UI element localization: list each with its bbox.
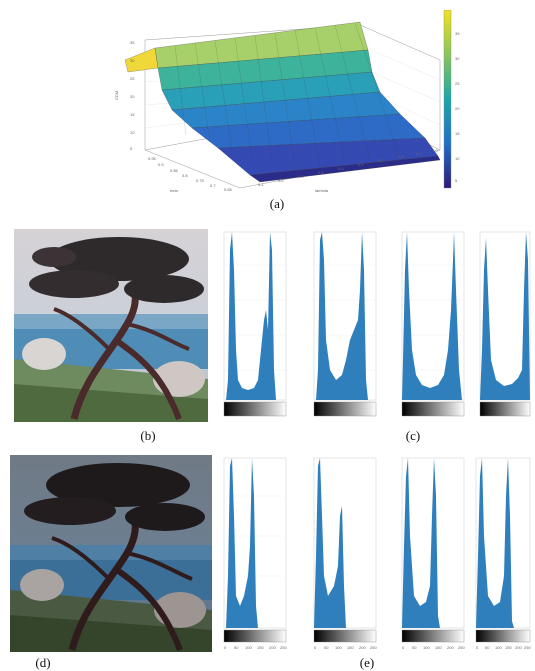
e1-x-ticks: 0 50 100 150 200 250 [224,645,287,650]
x-tick: 250 [458,645,465,650]
z-tick: 15 [130,112,135,117]
x-tick: 0.2 [278,178,284,183]
x-tick: 50 [234,645,239,650]
x-tick: 0 [402,645,405,650]
e4-x-ticks: 0 50 100 150 200 250 [476,645,531,650]
x-tick: 250 [370,645,377,650]
x-tick: 150 [505,645,512,650]
histogram-c1 [223,231,287,417]
x-tick: 0.1 [258,182,264,187]
photo-processed [10,455,212,652]
x-tick: 0 [476,645,479,650]
surface-plot: 35 30 25 20 15 10 5 CDM 0.95 0.9 0.85 0.… [114,10,460,193]
colorbar-tick: 20 [455,106,460,111]
z-tick: 10 [130,130,135,135]
x-tick: 200 [269,645,276,650]
colorbar-tick: 15 [455,131,460,136]
z-tick: 5 [130,146,133,151]
colorbar-tick: 5 [455,178,458,183]
x-tick: 0.5 [338,166,344,171]
x-tick: 100 [245,645,252,650]
colorbar-tick: 25 [455,81,460,86]
x-tick: 200 [515,645,522,650]
y-axis-label: beta [170,188,179,193]
histogram-e2: 0 50 100 150 200 250 [313,457,377,650]
caption-a: (a) [269,196,285,211]
x-tick: 0 [314,645,317,650]
histogram-e3: 0 50 100 150 200 250 [401,457,465,650]
x-tick: 150 [435,645,442,650]
y-tick: 0.8 [182,173,188,178]
histogram-e1: 0 50 100 150 200 250 [223,457,287,650]
x-tick: 0.9 [416,151,422,156]
z-tick: 20 [130,94,135,99]
surface [124,21,441,183]
x-tick: 250 [524,645,531,650]
y-tick: 0.95 [148,156,157,161]
x-tick: 0.4 [318,170,324,175]
colorbar-tick: 30 [455,56,460,61]
x-tick: 100 [335,645,342,650]
colorbar-tick: 35 [455,31,460,36]
colorbar-ticks: 35 30 25 20 15 10 5 [455,31,460,183]
z-axis-label: CDM [114,91,119,100]
y-tick: 0.75 [196,178,205,183]
x-axis-label: lambda [315,188,329,193]
histogram-c3 [401,231,465,417]
z-tick-labels: 35 30 25 20 15 10 5 [130,40,135,151]
x-tick: 150 [347,645,354,650]
x-tick: 50 [324,645,329,650]
colorbar-tick: 10 [455,156,460,161]
z-tick: 25 [130,76,135,81]
x-tick: 0.7 [378,158,384,163]
x-tick: 0 [224,645,227,650]
z-tick: 30 [130,58,135,63]
x-tick: 0.6 [358,162,364,167]
x-tick: 200 [359,645,366,650]
x-tick: 0.3 [298,174,304,179]
y-tick: 0.85 [170,168,179,173]
x-tick: 100 [495,645,502,650]
x-tick: 50 [485,645,490,650]
colorbar [443,10,452,189]
caption-d: (d) [35,655,51,670]
x-tick: 250 [280,645,287,650]
x-tick-labels: 0.1 0.2 0.3 0.4 0.5 0.6 0.7 0.8 0.9 1.0 [258,148,438,187]
photo-original [14,229,208,422]
x-tick: 50 [412,645,417,650]
histogram-e4: 0 50 100 150 200 250 [475,457,531,650]
x-tick: 100 [423,645,430,650]
caption-b: (b) [140,428,156,443]
y-tick: 0.65 [224,187,233,192]
caption-e: (e) [359,655,375,670]
x-tick: 0.8 [398,154,404,159]
y-tick: 0.9 [158,162,164,167]
z-tick: 35 [130,40,135,45]
x-tick: 150 [257,645,264,650]
x-tick: 200 [447,645,454,650]
caption-c: (c) [405,428,421,443]
x-tick: 1.0 [432,148,438,153]
e3-x-ticks: 0 50 100 150 200 250 [402,645,465,650]
e2-x-ticks: 0 50 100 150 200 250 [314,645,377,650]
histogram-c2 [313,231,377,417]
y-tick: 0.7 [210,183,216,188]
histogram-c4 [479,231,531,417]
y-tick-labels: 0.95 0.9 0.85 0.8 0.75 0.7 0.65 [148,156,233,192]
